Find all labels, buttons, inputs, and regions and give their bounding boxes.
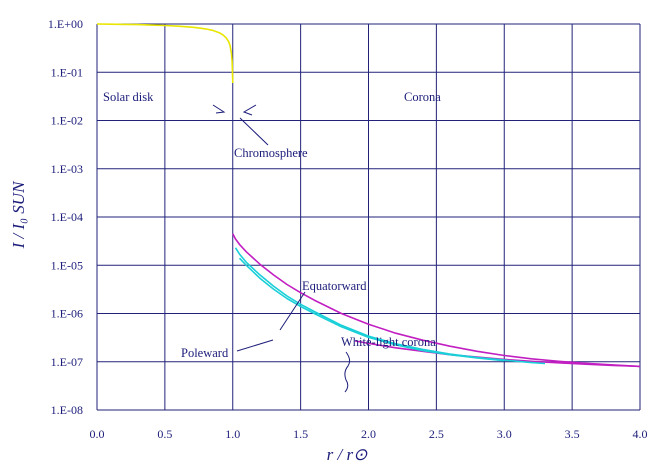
x-tick-label: 1.0 <box>225 427 240 441</box>
y-tick-label: 1.E-05 <box>51 258 83 272</box>
axis-titles: r / r⊙ I / I₀ SUN <box>9 180 368 464</box>
x-tick-label: 0.5 <box>157 427 172 441</box>
white-light-leader <box>344 351 351 393</box>
series-line-5 <box>238 257 505 362</box>
y-tick-label: 1.E-01 <box>51 65 83 79</box>
x-tick-label: 3.0 <box>497 427 512 441</box>
series-line-2 <box>232 233 641 368</box>
series-lines <box>96 23 641 368</box>
y-axis-title: I / I₀ SUN <box>9 180 28 249</box>
y-tick-label: 1.E+00 <box>48 17 83 31</box>
y-tick-label: 1.E-06 <box>51 307 83 321</box>
annotation-equatorward: Equatorward <box>302 279 367 293</box>
y-tick-label: 1.E-04 <box>51 210 83 224</box>
y-tick-label: 1.E-02 <box>51 114 83 128</box>
equatorward-leader <box>279 291 306 331</box>
y-tick-label: 1.E-03 <box>51 162 83 176</box>
series-line-1 <box>96 23 234 84</box>
annotation-corona: Corona <box>404 90 441 104</box>
annotations: Solar disk Corona Chromosphere Equatorwa… <box>103 90 441 393</box>
x-tick-label: 2.5 <box>429 427 444 441</box>
x-tick-label: 4.0 <box>633 427 648 441</box>
chromosphere-right-arrow <box>242 104 257 116</box>
x-tick-label: 2.0 <box>361 427 376 441</box>
x-tick-label: 3.5 <box>565 427 580 441</box>
chromosphere-leader <box>239 117 269 146</box>
x-tick-label: 0.0 <box>90 427 105 441</box>
poleward-leader <box>236 339 274 352</box>
y-tick-label: 1.E-08 <box>51 403 83 417</box>
annotation-white-light-corona: White-light corona <box>341 335 436 349</box>
tick-labels: 0.0 0.5 1.0 1.5 2.0 2.5 3.0 3.5 4.0 1.E+00 1.E-01 1… <box>48 17 648 441</box>
annotation-solar-disk: Solar disk <box>103 90 154 104</box>
grid <box>96 23 641 411</box>
annotation-poleward: Poleward <box>181 346 229 360</box>
annotation-chromosphere: Chromosphere <box>234 146 308 160</box>
x-tick-label: 1.5 <box>293 427 308 441</box>
y-tick-label: 1.E-07 <box>51 355 83 369</box>
x-axis-title: r / r⊙ <box>327 445 368 464</box>
chromosphere-left-arrow <box>212 104 226 114</box>
